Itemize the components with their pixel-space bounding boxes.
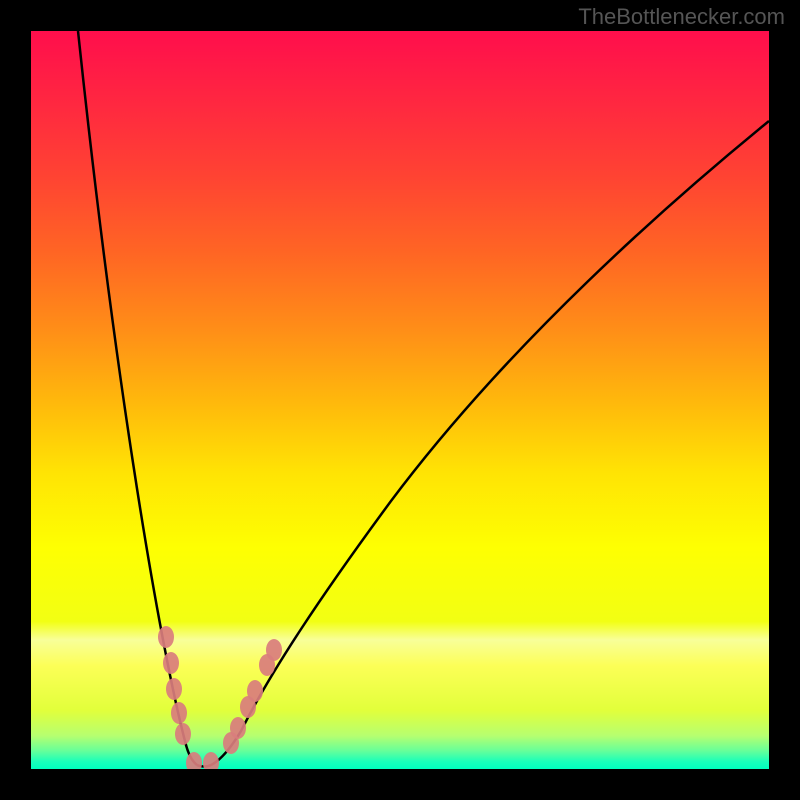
data-dot	[166, 678, 182, 700]
data-dot	[171, 702, 187, 724]
chart-container: TheBottlenecker.com	[0, 0, 800, 800]
data-dot	[230, 717, 246, 739]
data-dot	[158, 626, 174, 648]
data-dot	[203, 752, 219, 769]
data-dot	[247, 680, 263, 702]
right-curve	[211, 121, 769, 765]
data-dots-group	[158, 626, 282, 769]
data-dot	[266, 639, 282, 661]
left-curve	[78, 31, 197, 765]
bottleneck-curve	[31, 31, 769, 769]
watermark-text: TheBottlenecker.com	[578, 4, 785, 30]
data-dot	[163, 652, 179, 674]
data-dot	[175, 723, 191, 745]
plot-area	[31, 31, 769, 769]
